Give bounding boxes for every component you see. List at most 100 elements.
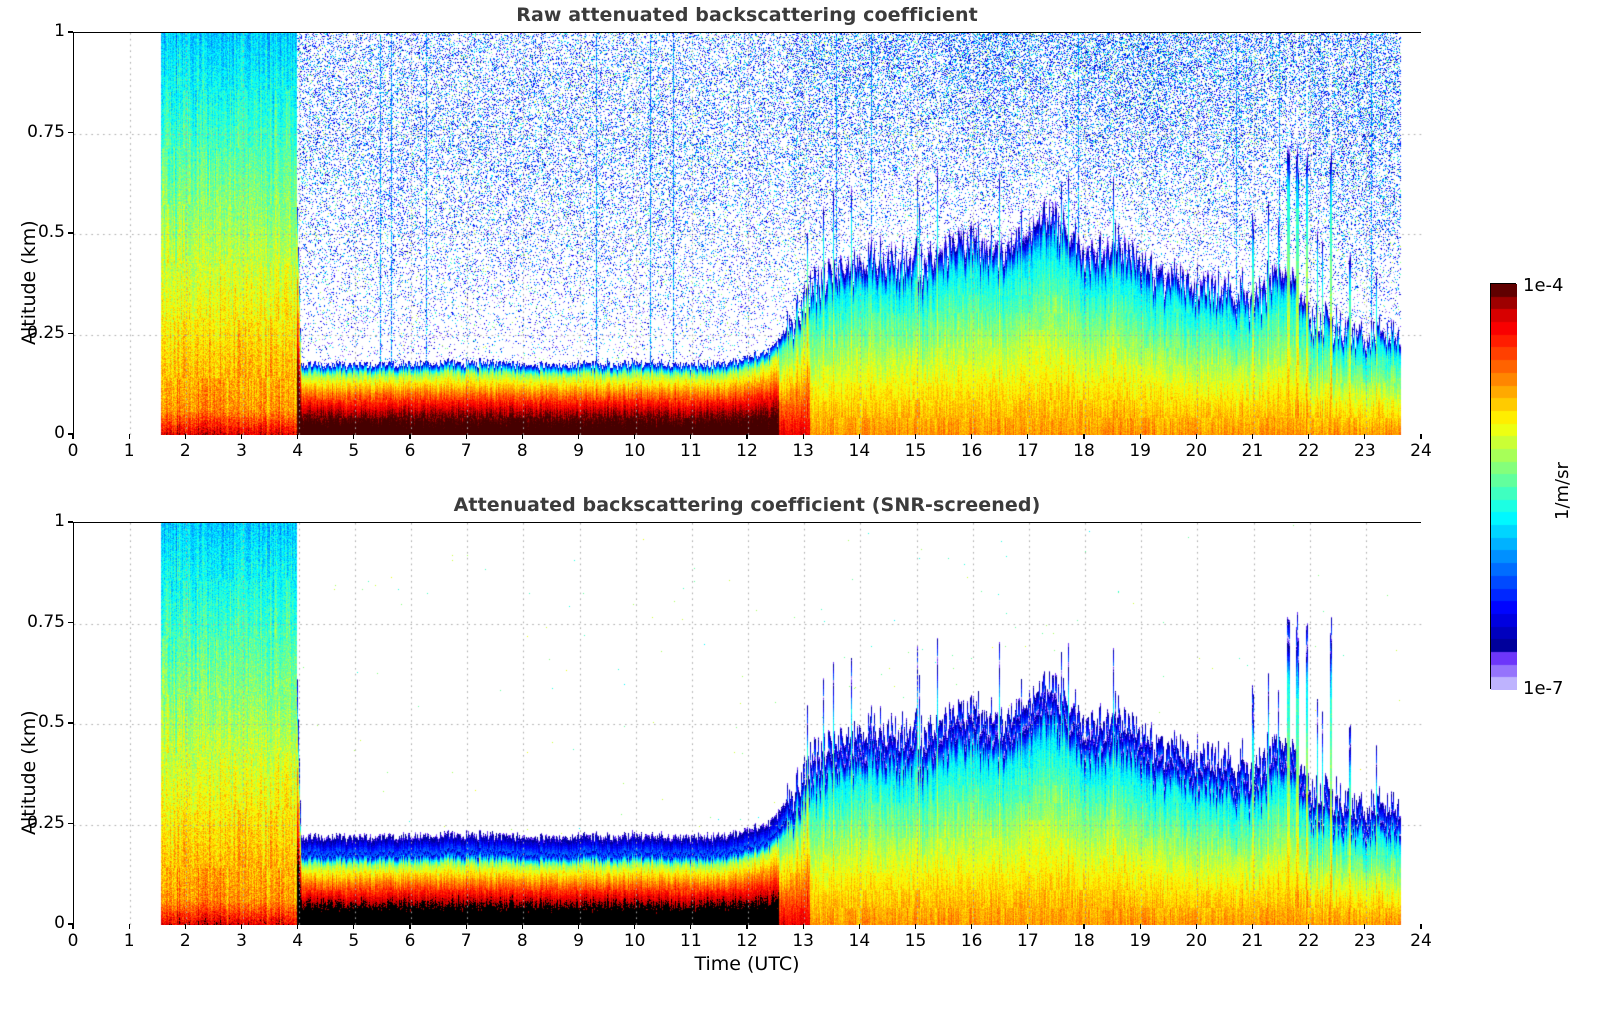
- x-tick-label-snr-screened-17: 17: [1017, 931, 1039, 951]
- x-tick-label-raw-2: 2: [179, 441, 191, 461]
- x-tick-label-raw-6: 6: [404, 441, 416, 461]
- x-tick-mark: [577, 924, 580, 929]
- x-tick-label-raw-7: 7: [460, 441, 472, 461]
- y-tick-mark: [68, 31, 73, 33]
- y-tick-label-snr-screened-0p25: 0.25: [27, 812, 65, 833]
- plot-area-snr-screened[interactable]: [73, 522, 1422, 925]
- colorbar-unit-label: 1/m/sr: [1552, 462, 1573, 520]
- x-tick-label-raw-24: 24: [1410, 441, 1432, 461]
- x-tick-label-raw-3: 3: [236, 441, 247, 461]
- x-tick-label-raw-11: 11: [680, 441, 702, 461]
- x-tick-label-snr-screened-0: 0: [67, 931, 79, 951]
- x-tick-label-snr-screened-4: 4: [292, 931, 304, 951]
- x-tick-mark: [465, 434, 467, 439]
- heatmap-canvas-raw: [74, 33, 1422, 435]
- x-tick-mark: [1251, 924, 1254, 929]
- colorbar-max-label: 1e-4: [1523, 275, 1564, 296]
- x-tick-mark: [1308, 434, 1310, 439]
- x-tick-mark: [465, 924, 467, 929]
- x-tick-label-snr-screened-22: 22: [1297, 931, 1320, 951]
- x-tick-mark: [128, 434, 130, 439]
- y-tick-label-raw-1: 1: [54, 21, 65, 41]
- x-tick-mark: [690, 434, 692, 439]
- x-tick-label-snr-screened-13: 13: [792, 931, 814, 951]
- x-tick-mark: [634, 924, 636, 929]
- colorbar-gradient: [1491, 284, 1517, 690]
- x-tick-mark: [1420, 924, 1422, 929]
- colorbar-min-label: 1e-7: [1523, 678, 1564, 699]
- y-tick-label-snr-screened-0: 0: [54, 913, 65, 933]
- y-tick-label-snr-screened-0p5: 0.5: [37, 712, 65, 732]
- y-tick-mark: [68, 722, 73, 724]
- x-tick-mark: [971, 924, 973, 929]
- x-tick-mark: [409, 924, 411, 929]
- x-tick-label-snr-screened-5: 5: [348, 931, 360, 951]
- x-tick-mark: [297, 924, 299, 929]
- y-tick-label-snr-screened-0p75: 0.75: [27, 611, 65, 632]
- x-tick-mark: [1027, 924, 1029, 929]
- x-tick-label-snr-screened-10: 10: [623, 931, 646, 951]
- x-tick-label-raw-22: 22: [1297, 441, 1320, 461]
- panel-title-raw: Raw attenuated backscattering coefficien…: [516, 4, 978, 26]
- x-tick-label-raw-4: 4: [292, 441, 304, 461]
- x-tick-label-raw-14: 14: [848, 441, 871, 461]
- x-tick-label-snr-screened-23: 23: [1354, 931, 1376, 951]
- x-tick-label-snr-screened-9: 9: [573, 931, 584, 951]
- x-tick-label-snr-screened-8: 8: [516, 931, 528, 951]
- x-tick-mark: [1139, 924, 1141, 929]
- x-tick-label-snr-screened-12: 12: [736, 931, 758, 951]
- x-tick-mark: [746, 434, 748, 439]
- x-tick-mark: [1083, 924, 1085, 929]
- x-tick-mark: [914, 924, 917, 929]
- x-tick-mark: [858, 924, 860, 929]
- x-tick-label-raw-8: 8: [516, 441, 528, 461]
- x-tick-mark: [353, 434, 355, 439]
- x-tick-mark: [297, 434, 299, 439]
- y-tick-mark: [68, 332, 73, 335]
- x-tick-mark: [128, 924, 130, 929]
- x-tick-mark: [1027, 434, 1029, 439]
- y-tick-label-snr-screened-1: 1: [54, 511, 65, 531]
- x-tick-mark: [746, 924, 748, 929]
- x-tick-mark: [1083, 434, 1085, 439]
- y-tick-mark: [68, 131, 73, 134]
- x-tick-label-raw-18: 18: [1073, 441, 1095, 461]
- x-tick-label-snr-screened-24: 24: [1410, 931, 1432, 951]
- x-tick-label-snr-screened-11: 11: [680, 931, 702, 951]
- panel-title-snr-screened: Attenuated backscattering coefficient (S…: [453, 494, 1041, 516]
- y-tick-label-raw-0p25: 0.25: [27, 322, 65, 343]
- x-tick-mark: [634, 434, 636, 439]
- x-tick-label-raw-15: 15: [904, 441, 927, 461]
- x-axis-label: Time (UTC): [694, 953, 800, 975]
- x-tick-mark: [72, 434, 74, 439]
- x-tick-label-raw-23: 23: [1354, 441, 1376, 461]
- x-tick-label-snr-screened-16: 16: [960, 931, 983, 951]
- x-tick-label-raw-9: 9: [573, 441, 584, 461]
- x-tick-label-raw-17: 17: [1017, 441, 1039, 461]
- x-tick-label-raw-0: 0: [67, 441, 79, 461]
- x-tick-mark: [1420, 434, 1422, 439]
- x-tick-label-raw-10: 10: [623, 441, 646, 461]
- x-tick-label-raw-12: 12: [736, 441, 758, 461]
- colorbar: [1490, 283, 1517, 690]
- x-tick-mark: [184, 924, 186, 929]
- x-tick-mark: [858, 434, 860, 439]
- x-tick-label-snr-screened-19: 19: [1129, 931, 1151, 951]
- heatmap-canvas-snr-screened: [74, 523, 1422, 925]
- x-tick-mark: [184, 434, 186, 439]
- x-tick-mark: [914, 434, 917, 439]
- x-tick-label-snr-screened-20: 20: [1185, 931, 1208, 951]
- x-tick-label-snr-screened-18: 18: [1073, 931, 1095, 951]
- x-tick-label-snr-screened-1: 1: [123, 931, 135, 951]
- x-tick-label-raw-1: 1: [123, 441, 135, 461]
- x-tick-label-snr-screened-2: 2: [179, 931, 191, 951]
- x-tick-label-snr-screened-21: 21: [1241, 931, 1264, 951]
- x-tick-mark: [1364, 924, 1366, 929]
- x-tick-mark: [521, 924, 523, 929]
- x-tick-mark: [577, 434, 580, 439]
- y-tick-mark: [68, 521, 73, 523]
- x-tick-label-snr-screened-7: 7: [460, 931, 472, 951]
- plot-area-raw[interactable]: [73, 32, 1422, 435]
- x-tick-mark: [690, 924, 692, 929]
- x-tick-mark: [353, 924, 355, 929]
